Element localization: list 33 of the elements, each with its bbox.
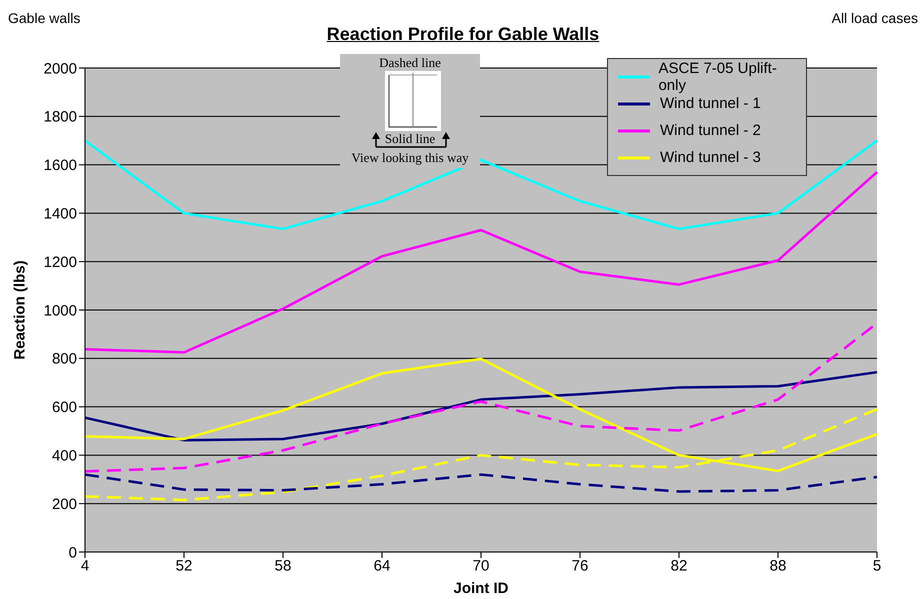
x-tick-label: 64 — [374, 558, 390, 575]
legend-label: Wind tunnel - 1 — [660, 95, 761, 112]
text: Gable walls — [8, 10, 80, 26]
chart-title: Reaction Profile for Gable Walls — [326, 24, 600, 44]
y-tick-label: 2000 — [44, 60, 77, 78]
legend-label: Wind tunnel - 2 — [660, 122, 761, 139]
x-tick-label: 5 — [872, 558, 882, 575]
y-tick-label: 1200 — [44, 254, 77, 271]
annotation: Dashed line — [378, 55, 442, 71]
y-tick-label: 0 — [68, 544, 77, 562]
y-tick-label: 800 — [52, 350, 77, 368]
x-tick-label: 70 — [472, 558, 490, 575]
x-tick-label: 4 — [80, 558, 90, 575]
y-tick-label: 1600 — [44, 157, 77, 174]
annotation: View looking this way — [350, 150, 470, 166]
y-tick-label: 200 — [52, 496, 77, 513]
x-tick-label: 76 — [572, 558, 588, 575]
y-axis-title: Reaction (lbs) — [11, 260, 28, 360]
x-tick-label: 52 — [176, 558, 192, 575]
y-tick-label: 1000 — [44, 302, 77, 320]
x-tick-label: 82 — [670, 558, 688, 575]
legend-label: Wind tunnel - 3 — [660, 149, 761, 166]
x-tick-label: 58 — [274, 558, 292, 575]
x-axis-title: Joint ID — [454, 580, 509, 597]
legend-label: ASCE 7-05 Uplift-only — [658, 60, 778, 94]
x-tick-label: 88 — [770, 558, 786, 575]
y-tick-label: 1800 — [44, 108, 77, 126]
y-tick-label: 400 — [52, 448, 77, 465]
annotation: Solid line — [384, 131, 436, 147]
y-tick-label: 600 — [52, 399, 77, 416]
y-tick-label: 1400 — [44, 206, 77, 223]
line-series — [84, 473, 878, 493]
text: All load cases — [832, 10, 918, 26]
